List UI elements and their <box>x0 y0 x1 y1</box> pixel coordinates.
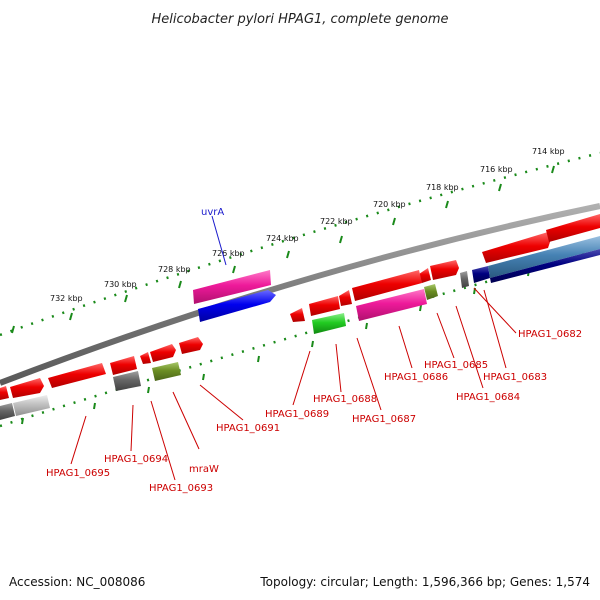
tick-label: 716 kbp <box>480 165 513 174</box>
genome-backbone <box>0 203 600 386</box>
gene-hpag1-0686[interactable] <box>352 270 422 301</box>
gene-mraW-red[interactable] <box>150 344 176 362</box>
gene-hpag1-0695-red[interactable] <box>48 363 106 388</box>
tick-ring-inner <box>0 249 600 428</box>
gene-hpag1-0694-gray[interactable] <box>113 371 141 391</box>
gene-hpag1-0687[interactable] <box>356 289 427 321</box>
gene-hpag1-0686b[interactable] <box>339 290 352 306</box>
gene-mraW-olive[interactable] <box>152 362 181 381</box>
gene-label-uvrA: uvrA <box>201 207 224 218</box>
gene-hpag1-0682-navy-lower[interactable] <box>490 249 600 283</box>
gene-hpag1-0694-red[interactable] <box>110 356 137 375</box>
gene-label: HPAG1_0694 <box>104 454 168 465</box>
gene-hpag1-0683b[interactable] <box>546 214 600 242</box>
gene-hpag1-0693-red[interactable] <box>140 352 151 364</box>
gene-label: HPAG1_0695 <box>46 468 110 479</box>
gene-label: HPAG1_0687 <box>352 414 416 425</box>
gene-edge-red[interactable] <box>0 386 9 400</box>
gene-label: HPAG1_0686 <box>384 372 448 383</box>
tick-label: 714 kbp <box>532 147 565 156</box>
tick-label: 720 kbp <box>373 200 406 209</box>
tick-label: 718 kbp <box>426 183 459 192</box>
gene-hpag1-0688[interactable] <box>309 296 340 316</box>
map-title: Helicobacter pylori HPAG1, complete geno… <box>151 12 448 27</box>
gene-uvrA-blue[interactable] <box>198 290 276 322</box>
tick-label: 724 kbp <box>266 234 299 243</box>
gene-hpag1-0685b[interactable] <box>419 268 431 283</box>
gene-hpag1-0684[interactable] <box>460 271 469 288</box>
gene-hpag1-0687-olive[interactable] <box>424 284 438 300</box>
tick-ring-outer <box>0 151 600 337</box>
gene-label: mraW <box>189 464 219 475</box>
tick-label: 732 kbp <box>50 294 83 303</box>
gene-hpag1-0683[interactable] <box>482 232 552 263</box>
major-ticks-outer <box>11 165 555 334</box>
tick-labels: 714 kbp 716 kbp 718 kbp 720 kbp 722 kbp … <box>50 147 565 303</box>
gene-label: HPAG1_0685 <box>424 360 488 371</box>
gene-uvrA-pink[interactable] <box>193 270 271 304</box>
accession-text: Accession: NC_008086 <box>9 575 146 589</box>
gene-hpag1-0689[interactable] <box>290 308 305 322</box>
gene-hpag1-0695-red2[interactable] <box>10 378 44 398</box>
tick-label: 728 kbp <box>158 265 191 274</box>
gene-edge-gray[interactable] <box>0 403 15 420</box>
tick-label: 726 kbp <box>212 249 245 258</box>
gene-label: HPAG1_0693 <box>149 483 213 494</box>
gene-label: HPAG1_0684 <box>456 392 520 403</box>
gene-label: HPAG1_0691 <box>216 423 280 434</box>
label-connectors <box>70 215 517 481</box>
gene-hpag1-0685[interactable] <box>430 260 459 280</box>
gene-hpag1-0682-navy[interactable] <box>472 266 490 283</box>
gene-label: HPAG1_0682 <box>518 329 582 340</box>
topology-text: Topology: circular; Length: 1,596,366 bp… <box>260 575 590 589</box>
gene-hpag1-0695-light[interactable] <box>13 395 50 416</box>
tick-label: 730 kbp <box>104 280 137 289</box>
gene-labels: uvrA HPAG1_0682 HPAG1_0683 HPAG1_0684 HP… <box>46 207 582 494</box>
gene-label: HPAG1_0688 <box>313 394 377 405</box>
tick-label: 722 kbp <box>320 217 353 226</box>
gene-hpag1-0682-steel[interactable] <box>488 236 600 278</box>
gene-label: HPAG1_0689 <box>265 409 329 420</box>
gene-hpag1-0691[interactable] <box>179 337 203 354</box>
gene-hpag1-0688-green[interactable] <box>312 313 346 334</box>
gene-label: HPAG1_0683 <box>483 372 547 383</box>
